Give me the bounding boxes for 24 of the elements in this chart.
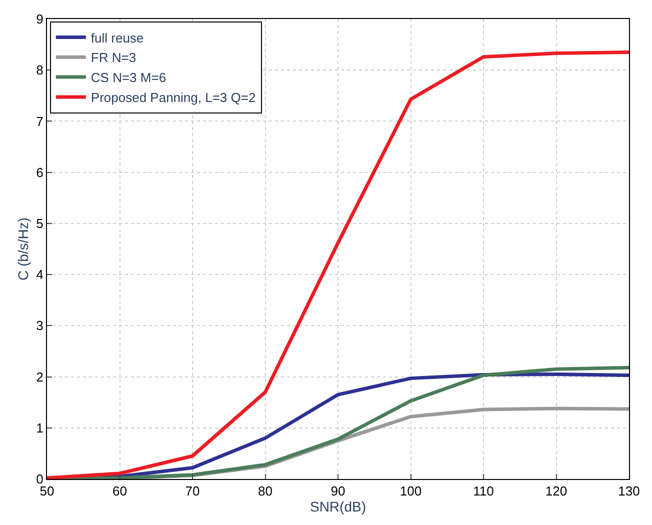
legend-label: Proposed Panning, L=3 Q=2 [90, 90, 256, 106]
y-tick-label: 6 [36, 164, 44, 180]
y-tick-label: 2 [36, 369, 44, 384]
y-tick-label: 1 [36, 420, 44, 436]
line-series [47, 50, 629, 479]
x-tick-label: 70 [185, 484, 200, 499]
y-tick-label: 8 [36, 62, 44, 78]
x-tick-label: 110 [473, 484, 494, 499]
y-tick-label: 3 [36, 318, 44, 334]
x-tick-label: 80 [258, 484, 272, 499]
legend-label: CS N=3 M=6 [90, 70, 166, 86]
y-tick-label: 9 [36, 12, 44, 27]
y-tick-label: 7 [36, 114, 44, 129]
y-tick-label: 4 [36, 267, 44, 282]
legend-label: full reuse [90, 30, 144, 46]
x-tick-label: 130 [618, 484, 640, 499]
legend-label: FR N=3 [90, 50, 136, 66]
x-axis-title: SNR(dB) [310, 498, 366, 515]
y-tick-label: 5 [36, 216, 44, 231]
x-tick-label: 90 [330, 484, 346, 499]
y-axis-title: C (b/s/Hz) [14, 218, 31, 280]
x-tick-label: 100 [400, 484, 422, 499]
x-tick-label: 60 [112, 484, 127, 499]
x-tick-label: 120 [545, 484, 568, 499]
